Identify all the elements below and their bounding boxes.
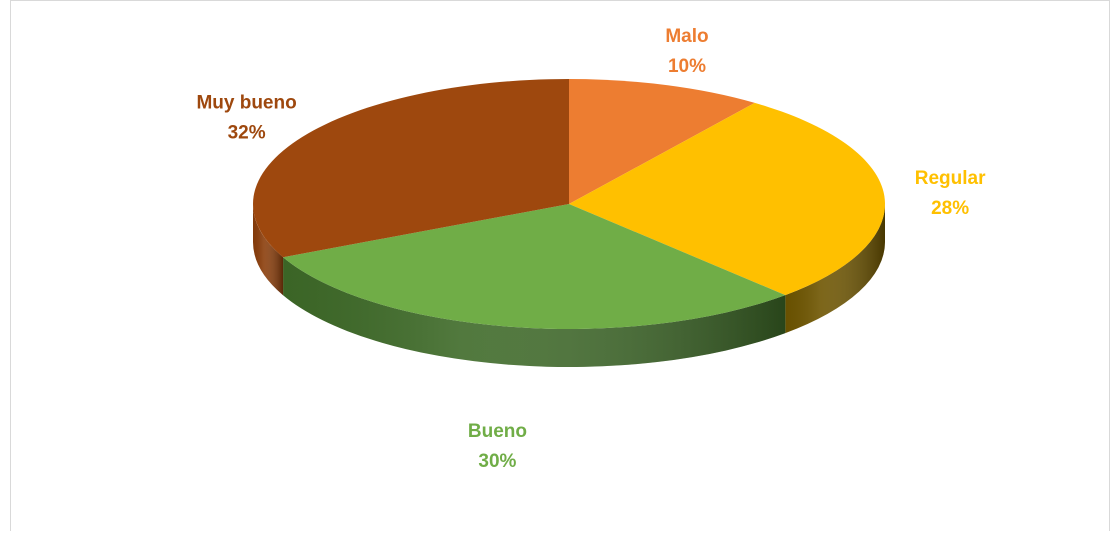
data-label-percent: 10%	[668, 56, 706, 77]
data-label-percent: 28%	[931, 198, 969, 219]
data-label-category: Bueno	[468, 421, 527, 442]
data-label-percent: 30%	[478, 451, 516, 472]
data-label-percent: 32%	[228, 122, 266, 143]
pie-slice-muy-bueno	[252, 79, 570, 258]
data-label-category: Malo	[665, 26, 708, 47]
data-label-category: Muy bueno	[196, 92, 296, 113]
pie-side-shade-muy-bueno	[253, 204, 284, 296]
chart-area: Malo 10% Regular 28% Bueno 30% Muy bueno 32%	[10, 0, 1110, 531]
pie-side-shade-bueno	[283, 257, 786, 367]
pie-side-shade-regular	[785, 204, 885, 334]
data-label-muy-bueno: Muy bueno 32%	[196, 92, 296, 143]
data-label-malo: Malo 10%	[665, 26, 708, 77]
pie-chart: Malo 10% Regular 28% Bueno 30% Muy bueno 32%	[196, 26, 986, 472]
pie-slice-malo	[569, 79, 755, 204]
data-label-regular: Regular 28%	[915, 168, 986, 219]
data-label-category: Regular	[915, 168, 986, 189]
data-label-bueno: Bueno 30%	[468, 421, 527, 472]
pie-slice-regular	[569, 102, 885, 296]
pie-slice-bueno	[283, 204, 786, 329]
